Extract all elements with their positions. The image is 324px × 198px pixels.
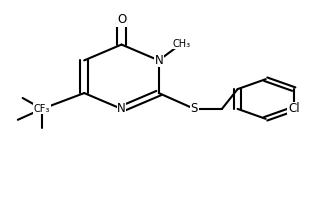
Text: Cl: Cl <box>288 102 300 115</box>
Text: S: S <box>191 102 198 115</box>
Text: N: N <box>154 54 163 67</box>
Text: CH₃: CH₃ <box>172 39 191 49</box>
Text: O: O <box>117 13 126 26</box>
Text: CF₃: CF₃ <box>34 104 50 114</box>
Text: N: N <box>117 102 126 115</box>
